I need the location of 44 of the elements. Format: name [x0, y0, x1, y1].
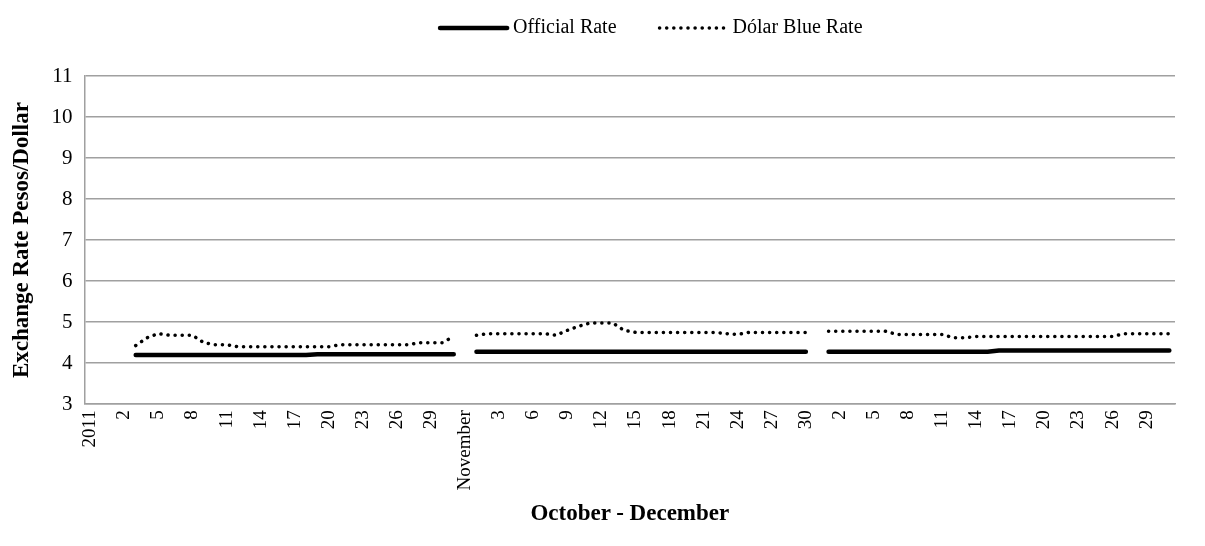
y-tick-label: 8 [62, 185, 73, 210]
x-tick-label: 20 [316, 410, 338, 430]
y-tick-label: 10 [51, 103, 73, 128]
x-tick-label: 14 [964, 409, 986, 430]
x-tick-label: 11 [930, 410, 952, 429]
x-tick-label: 29 [419, 410, 441, 430]
x-tick-label: 23 [350, 410, 372, 430]
x-tick-label: 8 [896, 410, 918, 420]
y-tick-label: 7 [62, 226, 73, 251]
y-tick-label: 4 [62, 349, 74, 374]
x-tick-label: 27 [759, 410, 781, 430]
x-tick-label: 26 [384, 410, 406, 430]
x-tick-label: 2 [827, 410, 849, 420]
y-tick-label: 6 [62, 267, 73, 292]
y-axis-title: Exchange Rate Pesos/Dollar [7, 102, 33, 379]
x-tick-label: 21 [691, 410, 713, 430]
x-tick-label: 14 [248, 409, 270, 430]
x-tick-label: 24 [725, 409, 747, 430]
x-tick-label: 5 [861, 410, 883, 420]
x-tick-label: 20 [1032, 410, 1054, 430]
y-tick-label: 5 [62, 308, 73, 333]
x-tick-label: 18 [657, 410, 679, 430]
x-tick-label: 17 [282, 410, 304, 430]
x-tick-label: 30 [793, 410, 815, 430]
x-tick-label: 8 [180, 410, 202, 420]
legend-label: Official Rate [513, 15, 617, 38]
y-tick-label: 11 [52, 62, 73, 87]
x-tick-label: 26 [1100, 410, 1122, 430]
x-tick-label: 9 [555, 410, 577, 420]
x-tick-label: 12 [589, 410, 611, 430]
x-tick-label: 17 [998, 410, 1020, 430]
x-axis-title: October - December [530, 500, 730, 526]
x-tick-label: 3 [487, 410, 509, 420]
x-tick-label: 23 [1066, 410, 1088, 430]
x-tick-label: 29 [1134, 410, 1156, 430]
x-tick-label: 6 [521, 410, 543, 420]
x-tick-label: 5 [146, 410, 168, 420]
y-tick-label: 9 [62, 144, 73, 169]
legend-label: Dólar Blue Rate [732, 15, 863, 38]
x-tick-label: 2011 [78, 410, 100, 448]
x-tick-label: 2 [112, 410, 134, 420]
x-tick-label: 15 [623, 410, 645, 430]
x-tick-label: November [453, 409, 475, 491]
x-tick-label: 11 [214, 410, 236, 429]
